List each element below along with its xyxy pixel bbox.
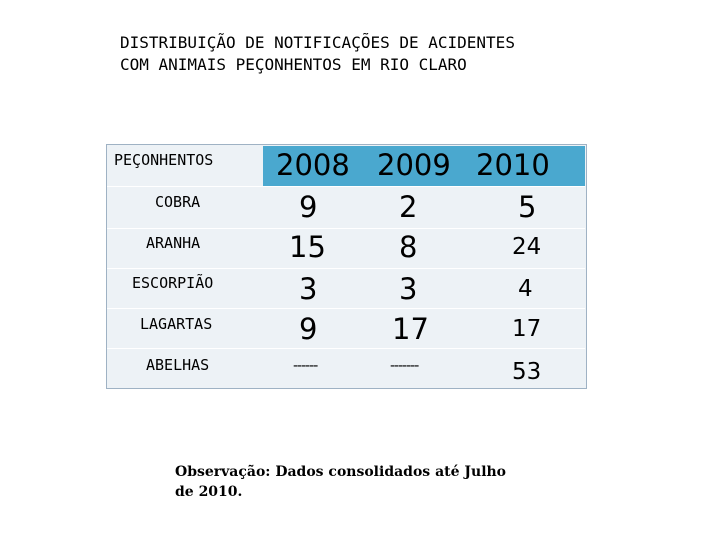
table-header-band (263, 146, 585, 186)
cell-aranha-2009: 8 (399, 230, 418, 264)
header-year-2008: 2008 (276, 148, 350, 182)
header-label: PEÇONHENTOS (114, 151, 214, 169)
row-divider (107, 268, 585, 269)
page-title: DISTRIBUIÇÃO DE NOTIFICAÇÕES DE ACIDENTE… (120, 32, 640, 76)
footnote: Observação: Dados consolidados até Julho… (175, 464, 507, 500)
cell-lagartas-2009: 17 (392, 312, 429, 346)
cell-abelhas-2008: ------ (293, 358, 318, 374)
cell-abelhas-2009: ------- (390, 358, 419, 374)
row-label-abelhas: ABELHAS (146, 356, 210, 374)
title-line-2: COM ANIMAIS PEÇONHENTOS EM RIO CLARO (120, 55, 467, 74)
cell-aranha-2008: 15 (289, 230, 326, 264)
cell-lagartas-2008: 9 (299, 312, 318, 346)
cell-cobra-2010: 5 (518, 190, 537, 224)
cell-lagartas-2010: 17 (512, 316, 542, 342)
cell-escorpiao-2009: 3 (399, 272, 418, 306)
cell-cobra-2009: 2 (399, 190, 418, 224)
cell-abelhas-2010: 53 (512, 359, 542, 385)
title-line-1: DISTRIBUIÇÃO DE NOTIFICAÇÕES DE ACIDENTE… (120, 33, 515, 52)
cell-escorpiao-2010: 4 (518, 276, 533, 302)
row-label-lagartas: LAGARTAS (140, 315, 213, 333)
header-year-2010: 2010 (476, 148, 550, 182)
header-year-2009: 2009 (377, 148, 451, 182)
row-divider (107, 228, 585, 229)
row-divider (107, 308, 585, 309)
row-divider (107, 348, 585, 349)
row-label-escorpiao: ESCORPIÃO (132, 274, 214, 292)
row-label-cobra: COBRA (155, 193, 201, 211)
row-divider (107, 186, 585, 187)
row-label-aranha: ARANHA (146, 234, 201, 252)
cell-aranha-2010: 24 (512, 234, 542, 260)
cell-escorpiao-2008: 3 (299, 272, 318, 306)
cell-cobra-2008: 9 (299, 190, 318, 224)
